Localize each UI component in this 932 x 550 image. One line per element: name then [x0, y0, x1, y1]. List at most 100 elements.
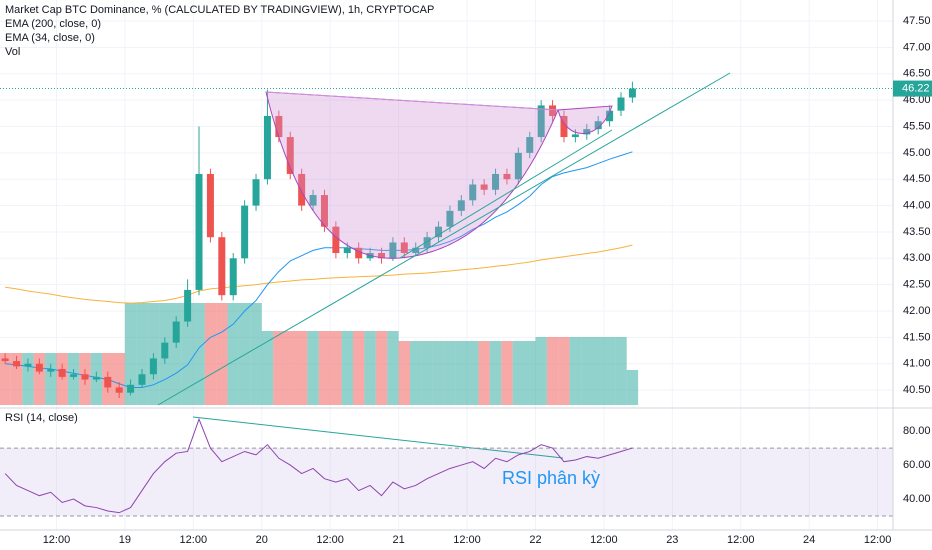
- candle-body: [24, 363, 32, 367]
- candle-body: [332, 226, 340, 254]
- volume-bar: [273, 331, 285, 405]
- axis-layer: 40.50 41.00 41.50 42.00 42.50 43.00 43.50 44.00…: [0, 15, 932, 546]
- candle-body: [400, 242, 408, 254]
- volume-bar: [444, 341, 456, 405]
- candle-body: [184, 289, 192, 322]
- candle-body: [218, 237, 226, 296]
- candle-body: [115, 387, 123, 393]
- candle-body: [571, 134, 579, 138]
- candle-body: [229, 258, 237, 296]
- candle-body: [469, 184, 477, 201]
- candle-body: [275, 115, 283, 138]
- volume-bar: [250, 303, 262, 405]
- rsi-tick-label: 40.00: [903, 493, 931, 505]
- candle-body: [320, 195, 328, 227]
- candle-body: [560, 115, 568, 138]
- volume-bar: [33, 353, 46, 405]
- candle-body: [355, 247, 363, 259]
- trend-line: [399, 129, 613, 259]
- candle-body: [412, 247, 420, 254]
- legend-entry: EMA (200, close, 0): [5, 18, 101, 30]
- x-tick-label: 12:00: [864, 534, 892, 546]
- y-tick-label: 42.50: [903, 279, 931, 291]
- x-tick-label: 22: [529, 534, 541, 546]
- candle-body: [617, 97, 625, 111]
- candle-body: [138, 374, 146, 385]
- volume-bar: [284, 331, 296, 405]
- volume-bar: [455, 341, 468, 405]
- volume-bar: [569, 337, 582, 405]
- y-tick-label: 41.00: [903, 358, 931, 370]
- cup-rim: [265, 91, 559, 111]
- candle-body: [503, 173, 511, 180]
- candle-body: [263, 115, 271, 180]
- x-tick-label: 12:00: [43, 534, 71, 546]
- candle-body: [583, 129, 591, 135]
- x-tick-label: 12:00: [316, 534, 344, 546]
- candle-body: [206, 173, 214, 238]
- x-tick-label: 19: [119, 534, 131, 546]
- volume-bar: [501, 341, 513, 405]
- volume-bar: [181, 303, 194, 405]
- volume-bar: [136, 303, 148, 405]
- candle-body: [35, 363, 43, 372]
- volume-bar: [512, 341, 525, 405]
- candle-body: [1, 358, 9, 362]
- candle-body: [13, 361, 21, 367]
- volume-bar: [341, 331, 353, 405]
- rsi-tick-label: 80.00: [903, 425, 931, 437]
- y-tick-label: 47.00: [903, 41, 931, 53]
- volume-bar: [603, 337, 616, 405]
- candle-body: [309, 195, 317, 206]
- volume-bar: [626, 370, 639, 405]
- x-tick-label: 12:00: [180, 534, 208, 546]
- volume-bar: [113, 353, 125, 405]
- candle-body: [286, 137, 294, 174]
- candle-body: [252, 179, 260, 206]
- x-tick-label: 20: [256, 534, 268, 546]
- candle-body: [537, 105, 545, 138]
- x-tick-label: 21: [392, 534, 404, 546]
- candle-body: [81, 374, 89, 380]
- y-tick-label: 42.00: [903, 305, 931, 317]
- ema-line: [5, 244, 633, 304]
- candle-body: [104, 376, 112, 388]
- y-tick-label: 40.50: [903, 384, 931, 396]
- volume-bar: [307, 331, 319, 405]
- candle-body: [514, 152, 522, 180]
- legend-entry: RSI (14, close): [5, 412, 78, 424]
- candle-body: [435, 226, 443, 238]
- candle-body: [241, 205, 249, 259]
- candle-body: [127, 384, 135, 393]
- volume-bar: [22, 353, 34, 405]
- volume-bar: [592, 337, 604, 405]
- x-tick-label: 12:00: [727, 534, 755, 546]
- candle-body: [606, 110, 614, 122]
- volume-bar: [524, 341, 536, 405]
- handle-pattern: [557, 105, 613, 134]
- candle-body: [594, 121, 602, 130]
- rsi-tick-label: 60.00: [903, 459, 931, 471]
- y-tick-label: 44.50: [903, 173, 931, 185]
- chart-title: Market Cap BTC Dominance, % (CALCULATED …: [5, 4, 434, 16]
- legend-entry: EMA (34, close, 0): [5, 32, 95, 44]
- volume-bar: [581, 337, 593, 405]
- volume-bar: [204, 303, 217, 405]
- candle-body: [377, 253, 385, 259]
- volume-bar: [364, 331, 376, 405]
- volume-bar: [410, 341, 422, 405]
- volume-bar: [0, 353, 11, 405]
- candle-body: [58, 368, 66, 377]
- volume-bar: [330, 331, 342, 405]
- last-price-box: [893, 80, 932, 97]
- volume-bar: [238, 303, 251, 405]
- volume-bar: [216, 303, 228, 405]
- volume-bar: [421, 341, 433, 405]
- y-tick-label: 46.50: [903, 68, 931, 80]
- volume-bar: [432, 341, 445, 405]
- drawings: [157, 72, 731, 459]
- volume-bar: [489, 341, 502, 405]
- y-tick-label: 43.00: [903, 252, 931, 264]
- volume-bar: [295, 331, 308, 405]
- x-tick-label: 23: [666, 534, 678, 546]
